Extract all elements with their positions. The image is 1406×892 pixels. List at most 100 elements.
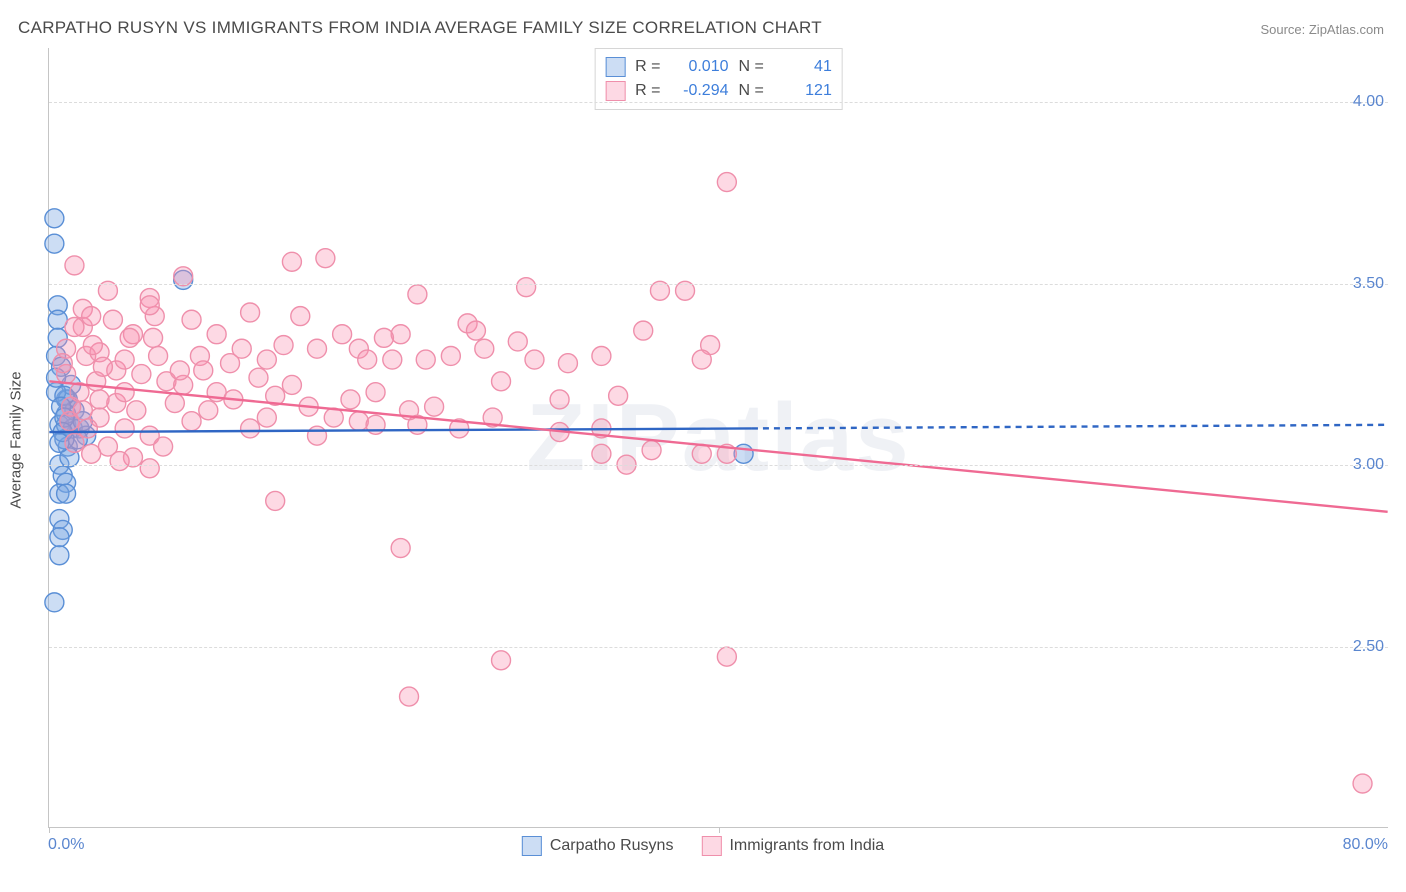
legend-bottom-item: Immigrants from India xyxy=(701,836,884,856)
data-point xyxy=(266,491,285,510)
y-tick-label: 3.50 xyxy=(1353,275,1384,293)
data-point xyxy=(50,528,69,547)
data-point xyxy=(140,296,159,315)
data-point xyxy=(492,651,511,670)
data-point xyxy=(257,408,276,427)
legend-n-value: 41 xyxy=(774,55,832,79)
data-point xyxy=(57,484,76,503)
pink-swatch-icon xyxy=(605,81,625,101)
data-point xyxy=(115,383,134,402)
data-point xyxy=(366,383,385,402)
data-point xyxy=(144,328,163,347)
plot-area: ZIPatlas R =0.010N =41R =-0.294N =121 2.… xyxy=(48,48,1388,828)
blue-swatch-icon xyxy=(522,836,542,856)
y-tick-label: 4.00 xyxy=(1353,93,1384,111)
data-point xyxy=(692,350,711,369)
x-tick-mark xyxy=(49,827,50,833)
data-point xyxy=(475,339,494,358)
legend-r-value: 0.010 xyxy=(671,55,729,79)
data-point xyxy=(199,401,218,420)
data-point xyxy=(127,401,146,420)
data-point xyxy=(45,209,64,228)
data-point xyxy=(182,310,201,329)
data-point xyxy=(408,285,427,304)
data-point xyxy=(592,444,611,463)
data-point xyxy=(93,357,112,376)
chart-source: Source: ZipAtlas.com xyxy=(1260,22,1384,37)
data-point xyxy=(400,687,419,706)
legend-top: R =0.010N =41R =-0.294N =121 xyxy=(594,48,843,110)
gridline xyxy=(49,647,1388,648)
data-point xyxy=(609,386,628,405)
plot-svg xyxy=(49,48,1388,827)
data-point xyxy=(324,408,343,427)
data-point xyxy=(149,346,168,365)
data-point xyxy=(140,459,159,478)
data-point xyxy=(1353,774,1372,793)
data-point xyxy=(492,372,511,391)
data-point xyxy=(62,397,81,416)
data-point xyxy=(103,310,122,329)
data-point xyxy=(358,350,377,369)
x-tick-mark xyxy=(719,827,720,833)
data-point xyxy=(391,325,410,344)
data-point xyxy=(207,325,226,344)
trend-line xyxy=(49,381,1387,511)
data-point xyxy=(165,394,184,413)
data-point xyxy=(592,346,611,365)
data-point xyxy=(308,339,327,358)
data-point xyxy=(274,336,293,355)
data-point xyxy=(642,441,661,460)
gridline xyxy=(49,465,1388,466)
legend-bottom: Carpatho Rusyns Immigrants from India xyxy=(522,836,884,856)
gridline xyxy=(49,102,1388,103)
data-point xyxy=(282,252,301,271)
data-point xyxy=(466,321,485,340)
data-point xyxy=(508,332,527,351)
data-point xyxy=(90,390,109,409)
data-point xyxy=(50,546,69,565)
blue-swatch-icon xyxy=(605,57,625,77)
x-tick-min: 0.0% xyxy=(48,836,84,854)
legend-n-label: N = xyxy=(739,79,764,103)
data-point xyxy=(194,361,213,380)
data-point xyxy=(517,278,536,297)
data-point xyxy=(182,412,201,431)
data-point xyxy=(341,390,360,409)
data-point xyxy=(416,350,435,369)
legend-r-label: R = xyxy=(635,79,660,103)
data-point xyxy=(115,350,134,369)
data-point xyxy=(441,346,460,365)
data-point xyxy=(291,307,310,326)
data-point xyxy=(333,325,352,344)
data-point xyxy=(550,390,569,409)
pink-swatch-icon xyxy=(701,836,721,856)
data-point xyxy=(115,419,134,438)
trend-line xyxy=(752,425,1388,429)
data-point xyxy=(383,350,402,369)
chart-title: CARPATHO RUSYN VS IMMIGRANTS FROM INDIA … xyxy=(18,18,822,38)
data-point xyxy=(425,397,444,416)
data-point xyxy=(257,350,276,369)
data-point xyxy=(78,419,97,438)
legend-r-label: R = xyxy=(635,55,660,79)
data-point xyxy=(241,419,260,438)
data-point xyxy=(132,365,151,384)
data-point xyxy=(525,350,544,369)
data-point xyxy=(249,368,268,387)
legend-n-label: N = xyxy=(739,55,764,79)
data-point xyxy=(154,437,173,456)
data-point xyxy=(391,539,410,558)
x-tick-max: 80.0% xyxy=(1343,836,1388,854)
data-point xyxy=(241,303,260,322)
data-point xyxy=(45,234,64,253)
data-point xyxy=(53,354,72,373)
data-point xyxy=(692,444,711,463)
y-tick-label: 3.00 xyxy=(1353,456,1384,474)
data-point xyxy=(65,433,84,452)
legend-bottom-label: Carpatho Rusyns xyxy=(550,837,674,855)
data-point xyxy=(558,354,577,373)
data-point xyxy=(374,328,393,347)
data-point xyxy=(634,321,653,340)
legend-n-value: 121 xyxy=(774,79,832,103)
